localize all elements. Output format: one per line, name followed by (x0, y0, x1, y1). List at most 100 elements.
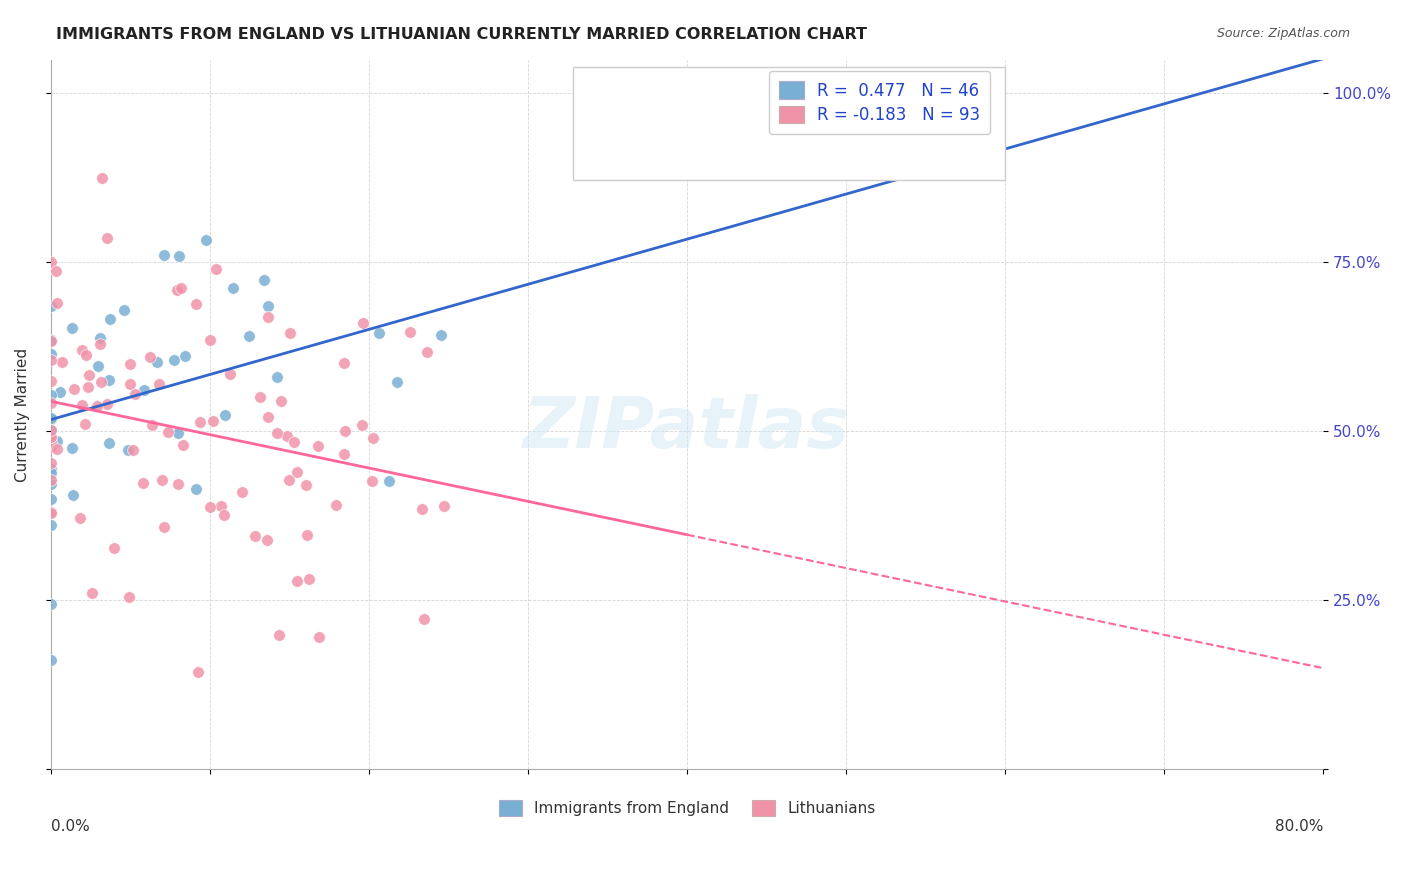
Legend: Immigrants from England, Lithuanians: Immigrants from England, Lithuanians (489, 791, 884, 826)
Point (352, 316, 374, 330)
Point (266, 370, 288, 384)
Y-axis label: Currently Married: Currently Married (15, 347, 30, 482)
Point (297, 528, 319, 542)
Point (39, 396, 62, 410)
Point (39, 430, 62, 444)
Point (39, 456, 62, 470)
Point (363, 431, 385, 445)
Point (257, 310, 280, 325)
Point (75, 348, 97, 362)
Point (60, 441, 83, 455)
Point (138, 351, 160, 365)
Point (39, 423, 62, 437)
Point (146, 355, 169, 369)
Point (39, 333, 62, 347)
Point (399, 325, 422, 339)
Text: 80.0%: 80.0% (1275, 819, 1323, 834)
Point (257, 409, 280, 424)
Point (87, 359, 110, 374)
Point (117, 443, 139, 458)
Point (39, 440, 62, 454)
Point (39, 334, 62, 348)
Point (62, 488, 84, 502)
Point (162, 353, 184, 368)
Text: IMMIGRANTS FROM ENGLAND VS LITHUANIAN CURRENTLY MARRIED CORRELATION CHART: IMMIGRANTS FROM ENGLAND VS LITHUANIAN CU… (56, 27, 868, 42)
Point (46, 296, 69, 310)
Point (350, 417, 373, 432)
Point (256, 533, 278, 547)
Point (387, 375, 409, 389)
Point (266, 426, 288, 441)
Point (209, 500, 232, 514)
Point (198, 334, 221, 348)
Point (214, 408, 236, 422)
Text: 0.0%: 0.0% (51, 819, 90, 834)
Point (186, 482, 208, 496)
Point (416, 345, 439, 359)
Point (333, 447, 356, 461)
Point (96, 396, 118, 410)
Point (120, 357, 142, 371)
Point (276, 429, 298, 443)
Point (118, 377, 141, 392)
Point (170, 281, 193, 295)
Point (96, 231, 118, 245)
Point (187, 665, 209, 680)
Point (98, 436, 121, 450)
Point (202, 414, 225, 428)
Point (172, 438, 194, 452)
Point (377, 474, 399, 488)
Point (361, 475, 384, 489)
FancyBboxPatch shape (572, 67, 1005, 180)
Point (156, 425, 179, 439)
Point (212, 508, 235, 522)
Point (60, 321, 83, 335)
Point (298, 572, 321, 586)
Point (257, 299, 280, 313)
Point (89, 336, 111, 351)
Point (153, 248, 176, 262)
Point (39, 518, 62, 533)
Point (39, 474, 62, 488)
Point (186, 297, 208, 311)
Point (46, 442, 69, 456)
Point (430, 327, 453, 342)
Point (166, 283, 188, 297)
Point (70, 343, 93, 357)
Point (39, 435, 62, 450)
Point (253, 273, 276, 287)
Point (80, 585, 103, 599)
Point (39, 423, 62, 437)
Point (195, 233, 218, 247)
Point (169, 249, 191, 263)
Point (325, 498, 347, 512)
Point (39, 412, 62, 426)
Point (333, 424, 356, 438)
Point (90, 375, 112, 389)
Point (39, 333, 62, 347)
Point (39, 491, 62, 506)
Point (98, 312, 121, 326)
Point (278, 326, 301, 340)
Point (63, 382, 86, 396)
Point (411, 502, 433, 516)
Point (86, 399, 108, 413)
Point (39, 466, 62, 480)
Point (188, 415, 211, 429)
Point (204, 262, 226, 277)
Point (91, 170, 114, 185)
Point (89, 331, 111, 345)
Point (39, 255, 62, 269)
Point (221, 281, 243, 295)
Point (134, 383, 156, 397)
Point (98, 373, 121, 387)
Point (267, 628, 290, 642)
Point (249, 391, 271, 405)
Point (45, 434, 67, 449)
Point (124, 387, 146, 401)
Point (166, 425, 188, 440)
Point (117, 590, 139, 604)
Point (73, 417, 96, 431)
Point (295, 477, 318, 491)
Point (48, 384, 70, 399)
